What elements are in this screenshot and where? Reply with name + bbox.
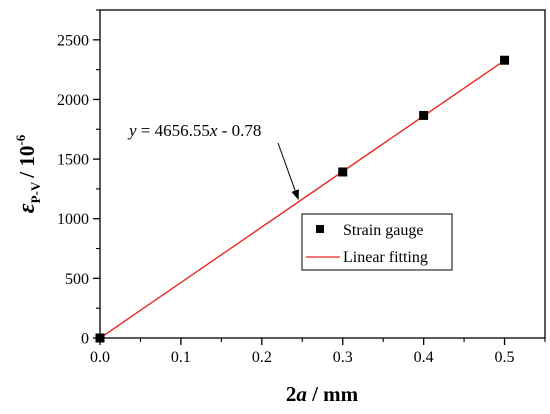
x-axis-title: 2a / mm [286, 382, 359, 406]
fit-line [99, 59, 505, 339]
legend-marker-strain-gauge [316, 225, 324, 233]
x-tick-label: 0.3 [333, 349, 353, 366]
fit-equation-text: y = 4656.55x - 0.78 [127, 121, 261, 140]
y-tick-label: 1000 [57, 211, 89, 228]
data-points-layer [95, 55, 510, 343]
x-tick-label: 0.0 [90, 349, 110, 366]
data-point [500, 55, 510, 65]
fit-equation-annotation: y = 4656.55x - 0.78 [127, 121, 299, 200]
annotation-arrow [277, 142, 299, 200]
y-tick-label: 2500 [57, 32, 89, 49]
y-tick-label: 2000 [57, 92, 89, 109]
axis-ticks [93, 9, 546, 345]
data-point [338, 167, 348, 177]
y-axis-title: εP-V/ 10-6 [13, 134, 43, 213]
legend-label-strain-gauge: Strain gauge [343, 222, 423, 239]
x-tick-label: 0.2 [252, 349, 272, 366]
y-tick-label: 0 [81, 331, 89, 348]
plot-frame [99, 9, 546, 339]
x-tick-label: 0.5 [495, 349, 515, 366]
legend: Strain gauge Linear fitting [301, 213, 453, 271]
x-tick-label: 0.4 [414, 349, 434, 366]
legend-box [301, 213, 453, 271]
data-point [419, 110, 429, 120]
x-tick-label: 0.1 [171, 349, 191, 366]
axis-tick-labels: 0.0 0.1 0.2 0.3 0.4 0.5 0 500 1000 1500 2000 2500 [57, 32, 515, 366]
fit-line-layer [99, 59, 505, 339]
y-tick-label: 1500 [57, 152, 89, 169]
legend-label-linear-fitting: Linear fitting [343, 249, 428, 266]
y-tick-label: 500 [65, 271, 89, 288]
data-point [95, 333, 105, 343]
